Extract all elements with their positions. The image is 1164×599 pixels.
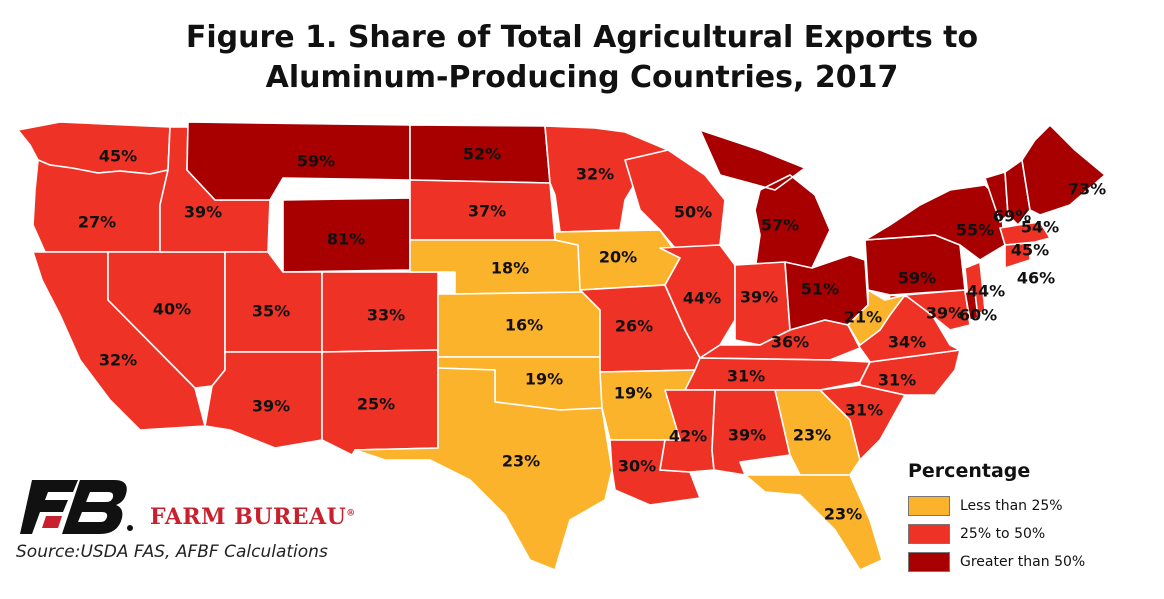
legend-swatch-mid [908,524,950,544]
state-tx [354,367,613,571]
state-label-mo: 26% [615,317,653,336]
legend-label-low: Less than 25% [960,498,1063,514]
state-label-wv: 21% [844,308,882,327]
state-label-wi: 50% [674,203,712,222]
state-fl [744,474,883,571]
state-label-nc: 31% [878,371,916,390]
state-label-tn: 31% [727,367,765,386]
state-label-sc: 31% [845,401,883,420]
legend-swatch-high [908,552,950,572]
registered-mark: ® [346,508,356,519]
state-label-ia: 20% [599,248,637,267]
state-label-md: 39% [926,304,964,323]
state-label-nd: 52% [463,145,501,164]
state-label-sd: 37% [468,202,506,221]
legend-item-high: Greater than 50% [908,548,1128,576]
state-label-ms: 42% [669,427,707,446]
brand-name: FARM BUREAU® [150,504,356,530]
state-label-la: 30% [618,457,656,476]
title-line-2: Aluminum-Producing Countries, 2017 [265,60,899,95]
state-de [964,291,979,321]
state-label-mt: 59% [297,152,335,171]
state-label-az: 39% [252,397,290,416]
state-label-nh: 54% [1021,218,1059,237]
legend-item-mid: 25% to 50% [908,520,1128,548]
state-label-co: 33% [367,306,405,325]
legend-item-low: Less than 25% [908,492,1128,520]
state-label-ga: 23% [793,426,831,445]
chart-title: Figure 1. Share of Total Agricultural Ex… [0,18,1164,98]
state-label-va: 34% [888,333,926,352]
legend-label-high: Greater than 50% [960,554,1086,570]
state-or [32,159,169,253]
state-tn [684,357,871,391]
source-note: Source:USDA FAS, AFBF Calculations [16,542,328,562]
state-label-nv: 40% [153,300,191,319]
state-label-wy: 81% [327,230,365,249]
state-md [904,289,971,331]
state-me [1021,124,1106,216]
state-label-in: 39% [740,288,778,307]
legend-title: Percentage [908,460,1031,482]
legend-swatch-low [908,496,950,516]
state-label-ca: 32% [99,351,137,370]
farm-bureau-logo-icon [20,480,133,534]
state-label-ks: 16% [505,316,543,335]
brand-text: FARM BUREAU [150,504,347,530]
legend-label-mid: 25% to 50% [960,526,1046,542]
state-label-ma: 45% [1011,241,1049,260]
state-label-il: 44% [683,289,721,308]
state-label-or: 27% [78,213,116,232]
state-nh [1004,159,1031,226]
state-label-mn: 32% [576,165,614,184]
state-label-ct: 46% [1017,269,1055,288]
state-label-al: 39% [728,426,766,445]
state-label-fl: 23% [824,505,862,524]
state-label-ny: 55% [956,221,994,240]
state-mi [699,129,831,271]
state-label-ne: 18% [491,259,529,278]
state-label-oh: 51% [801,280,839,299]
state-label-tx: 23% [502,452,540,471]
state-label-id: 39% [184,203,222,222]
state-label-ut: 35% [252,302,290,321]
state-label-nj: 44% [967,282,1005,301]
state-label-me: 73% [1068,180,1106,199]
state-label-nm: 25% [357,395,395,414]
state-ct [1004,242,1031,269]
state-label-pa: 59% [898,269,936,288]
state-label-vt: 69% [993,207,1031,226]
state-label-mi: 57% [761,216,799,235]
state-label-de: 60% [959,306,997,325]
state-label-ar: 19% [614,384,652,403]
title-line-1: Figure 1. Share of Total Agricultural Ex… [185,20,979,55]
state-label-wa: 45% [99,147,137,166]
legend: Percentage Less than 25% 25% to 50% Grea… [908,460,1128,576]
state-label-ok: 19% [525,370,563,389]
state-mn [544,125,669,233]
state-label-ky: 36% [771,333,809,352]
